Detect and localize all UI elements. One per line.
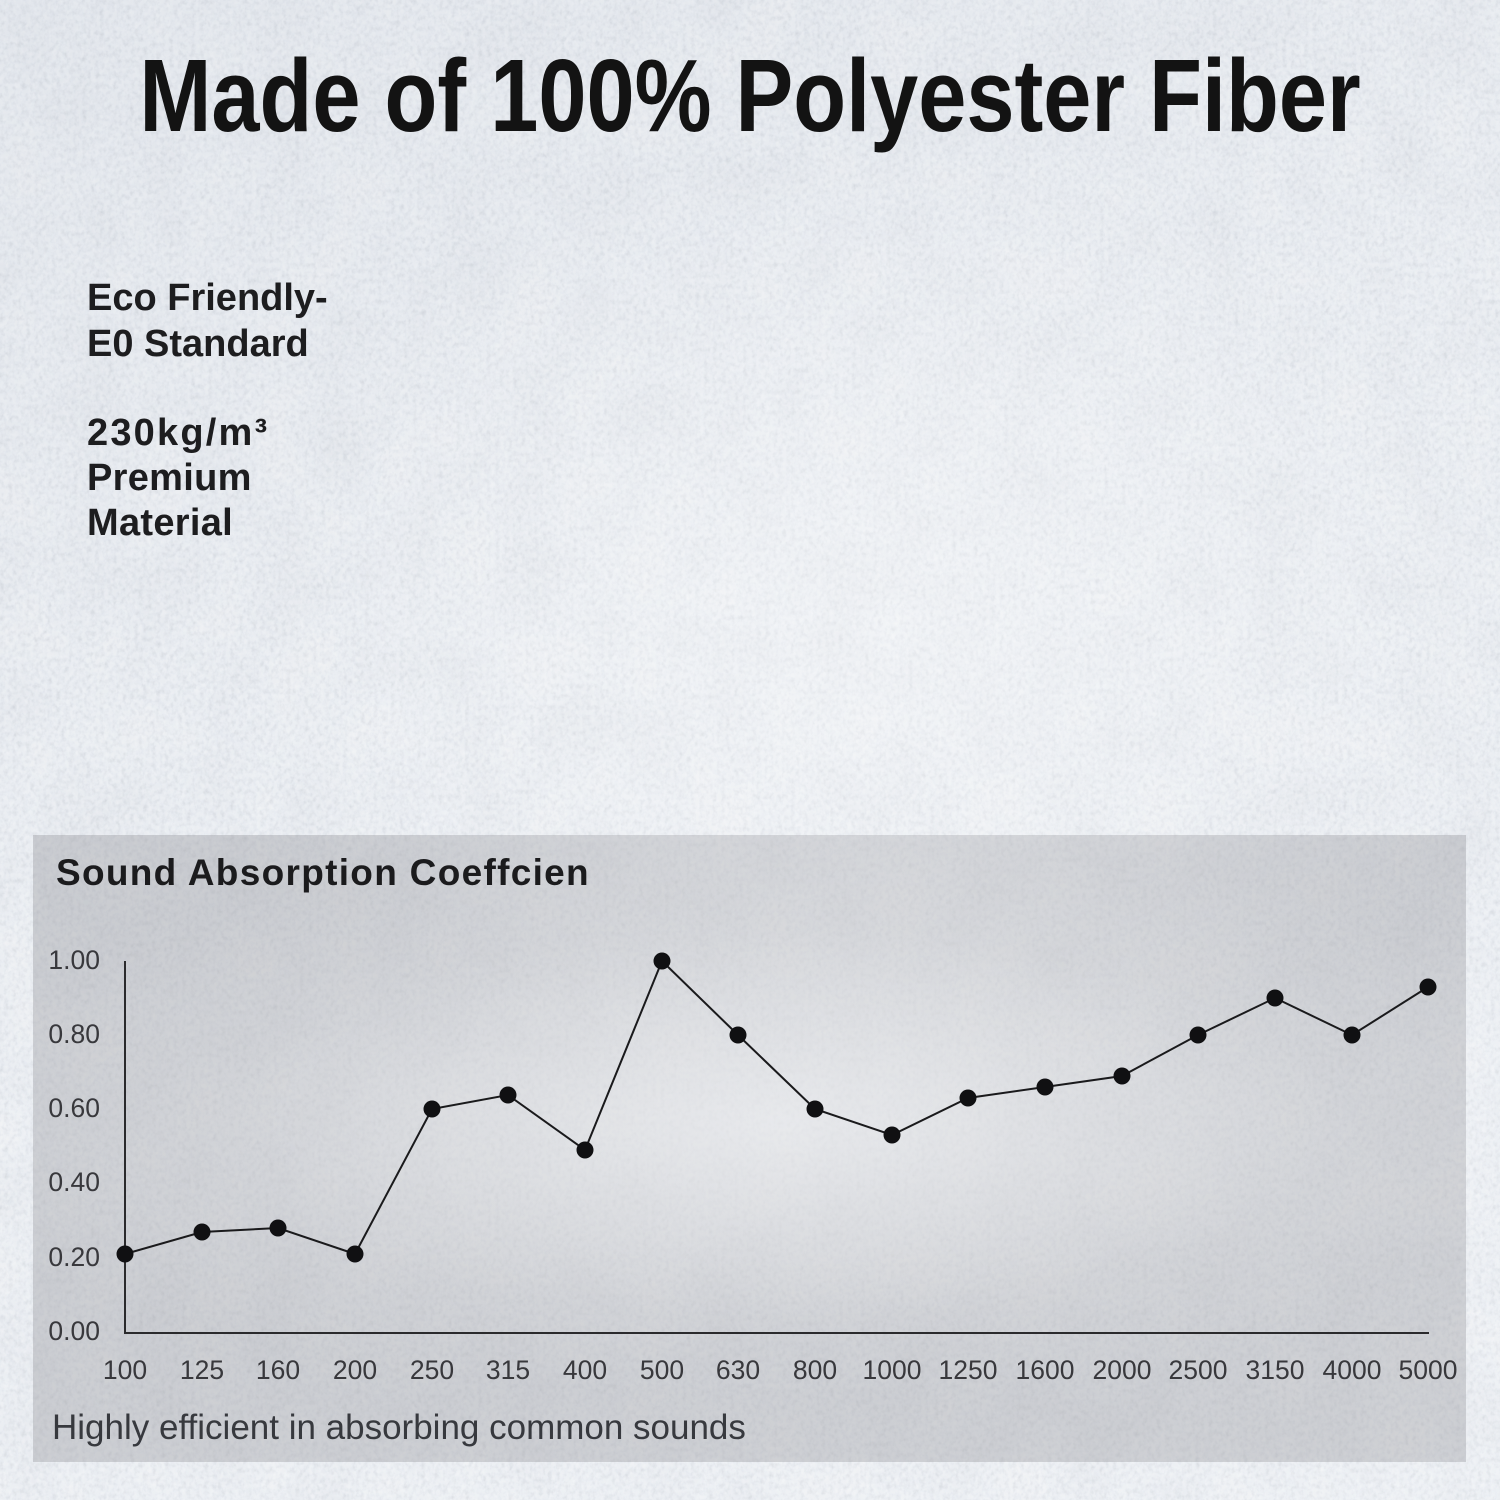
svg-text:200: 200 — [333, 1355, 377, 1385]
svg-text:160: 160 — [256, 1355, 300, 1385]
svg-text:0.60: 0.60 — [48, 1093, 100, 1123]
svg-text:100: 100 — [103, 1355, 147, 1385]
svg-text:1250: 1250 — [939, 1355, 998, 1385]
svg-text:800: 800 — [793, 1355, 837, 1385]
svg-text:1.00: 1.00 — [48, 945, 100, 975]
svg-text:1000: 1000 — [863, 1355, 922, 1385]
svg-text:400: 400 — [563, 1355, 607, 1385]
svg-text:0.80: 0.80 — [48, 1019, 100, 1049]
svg-text:2000: 2000 — [1093, 1355, 1152, 1385]
svg-text:630: 630 — [716, 1355, 760, 1385]
svg-text:2500: 2500 — [1169, 1355, 1228, 1385]
svg-text:5000: 5000 — [1399, 1355, 1458, 1385]
svg-text:125: 125 — [180, 1355, 224, 1385]
svg-text:315: 315 — [486, 1355, 530, 1385]
svg-text:0.40: 0.40 — [48, 1167, 100, 1197]
svg-text:3150: 3150 — [1246, 1355, 1305, 1385]
svg-text:250: 250 — [410, 1355, 454, 1385]
svg-text:0.00: 0.00 — [48, 1316, 100, 1346]
svg-text:1600: 1600 — [1016, 1355, 1075, 1385]
svg-text:0.20: 0.20 — [48, 1242, 100, 1272]
svg-text:500: 500 — [640, 1355, 684, 1385]
svg-text:4000: 4000 — [1323, 1355, 1382, 1385]
